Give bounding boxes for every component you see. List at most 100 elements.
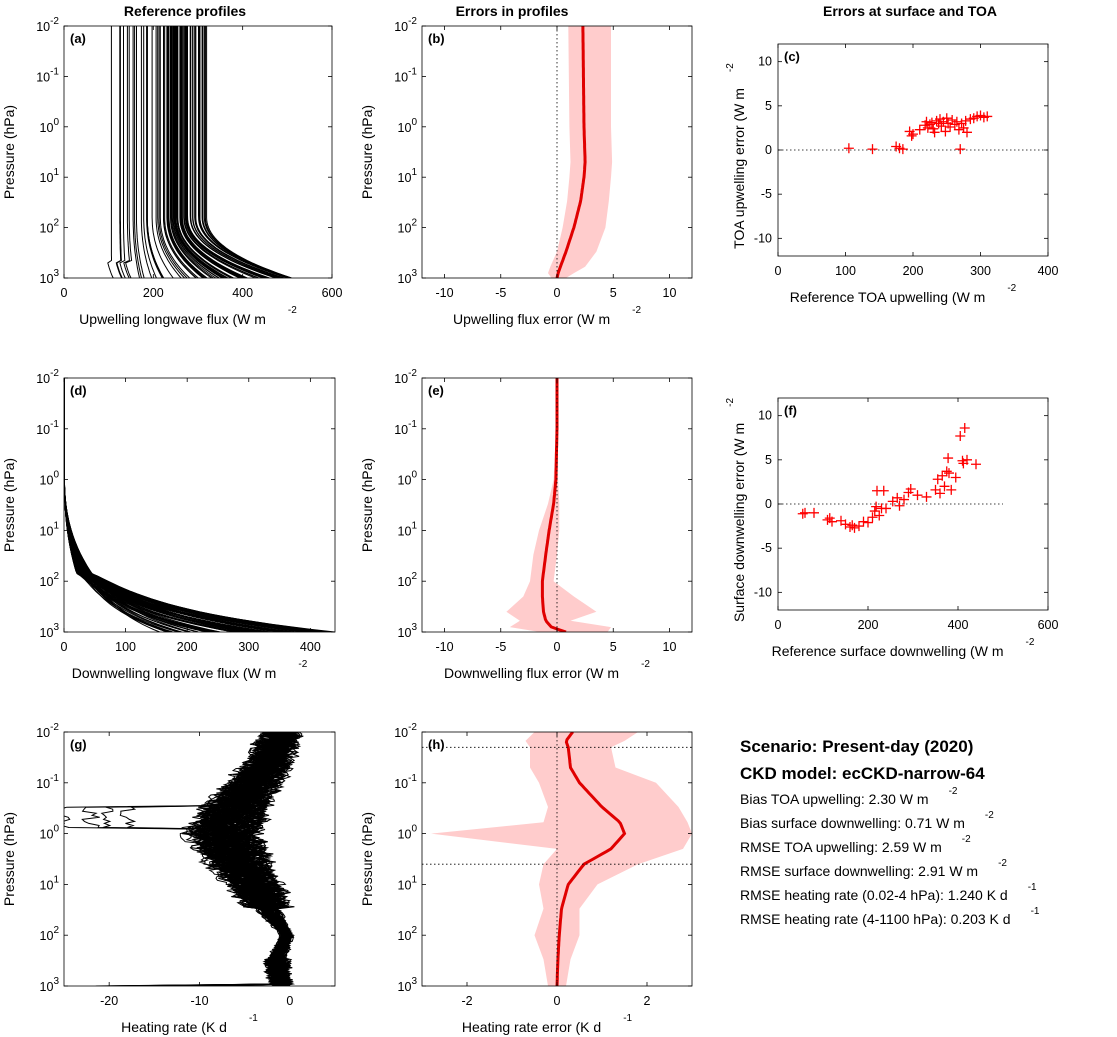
profile-line (64, 378, 234, 632)
profile-line (170, 26, 214, 278)
y-tick-label: 103 (40, 976, 60, 994)
y-axis-label: Pressure (hPa) (1, 105, 17, 199)
scatter-point (894, 500, 905, 511)
y-tick-label: 5 (765, 99, 772, 113)
scatter-point (797, 508, 808, 519)
profile-lines (107, 26, 292, 278)
y-tick-label: 10-2 (36, 722, 59, 740)
profile-lines (64, 378, 335, 632)
profile-line (186, 26, 268, 278)
profile-line (64, 378, 252, 632)
scatter-point (956, 118, 967, 129)
y-tick-label: 10-1 (394, 66, 417, 84)
profile-line (136, 26, 145, 278)
profile-line (140, 26, 153, 278)
x-tick-label: -5 (495, 286, 506, 300)
x-tick-label: 10 (663, 286, 677, 300)
x-tick-label: 200 (177, 640, 198, 654)
column-title-errors-surface-toa: Errors at surface and TOA (823, 3, 997, 19)
x-tick-label: 0 (775, 264, 782, 278)
scatter-point (854, 521, 864, 532)
profile-line (201, 732, 290, 986)
scatter-point (914, 124, 925, 135)
profile-line (203, 26, 291, 278)
profile-line (143, 26, 157, 278)
scatter-point (878, 485, 889, 496)
scatter-point (867, 512, 878, 523)
profile-line (146, 26, 163, 278)
y-tick-label: 101 (40, 167, 60, 185)
profile-line (170, 26, 212, 278)
x-tick-label: 100 (115, 640, 136, 654)
y-tick-label: -10 (754, 585, 772, 599)
scatter-point (943, 453, 954, 464)
axes-frame (421, 25, 693, 279)
y-tick-label: 10-1 (36, 66, 59, 84)
profile-line (64, 378, 301, 632)
stat-line: RMSE TOA upwelling: 2.59 W m -2 (740, 834, 971, 855)
scatter-point (926, 117, 937, 128)
error-spread-band (431, 732, 692, 986)
ckd-model-label: CKD model: ecCKD-narrow-64 (740, 764, 985, 783)
x-tick-label: -2 (461, 994, 472, 1008)
x-tick-label: 400 (232, 286, 253, 300)
panel-d: 0 100 200 300 400 10-2 10-1 100 101 102 103 (d) Down… (1, 368, 336, 681)
scatter-point (908, 129, 918, 140)
profile-line (198, 26, 288, 278)
y-tick-label: 10-2 (394, 368, 417, 386)
scatter-point (962, 127, 972, 138)
x-tick-label: 400 (300, 640, 321, 654)
scatter-point (950, 472, 961, 483)
profile-line (171, 26, 217, 278)
scatter-point (849, 522, 860, 533)
profile-line (179, 26, 240, 278)
y-tick-label: -10 (754, 231, 772, 245)
scatter-point (869, 506, 880, 517)
y-tick-label: 102 (398, 925, 418, 943)
profile-line (64, 378, 257, 632)
scatter-point (962, 454, 972, 465)
x-tick-label: 400 (1038, 264, 1059, 278)
x-tick-label: 0 (286, 994, 293, 1008)
y-axis-label: Pressure (hPa) (1, 458, 17, 552)
panel-b: -10 -5 0 5 10 10-2 10-1 100 101 102 103 (b) Upwellin… (359, 16, 693, 327)
x-tick-label: -10 (435, 640, 453, 654)
error-series (431, 732, 692, 986)
y-tick-label: 101 (398, 874, 418, 892)
panel-a: 0 200 400 600 10-2 10-1 100 101 102 103 (a) Upwelli… (1, 16, 342, 327)
profile-line (64, 378, 247, 632)
profile-lines (64, 732, 304, 986)
profile-line (202, 26, 290, 278)
x-axis-label: Reference surface downwelling (W m-2 (772, 637, 1035, 659)
profile-line (64, 378, 238, 632)
scatter-point (881, 503, 891, 514)
error-spread-band (506, 378, 611, 632)
y-tick-label: 102 (40, 218, 60, 236)
x-tick-label: 300 (238, 640, 259, 654)
y-axis-label: Surface downwelling error (W m-2 (725, 398, 747, 623)
x-tick-label: 0 (554, 640, 561, 654)
x-tick-label: 0 (61, 640, 68, 654)
scatter-point (905, 483, 916, 494)
profile-line (64, 378, 237, 632)
profile-line (64, 378, 235, 632)
profile-line (172, 26, 220, 278)
scatter-point (906, 130, 917, 141)
scatter-point (912, 490, 923, 501)
profile-line (183, 26, 259, 278)
scatter-point (949, 119, 960, 130)
y-tick-label: 102 (398, 218, 418, 236)
profile-line (64, 378, 271, 632)
y-axis-label: Pressure (hPa) (359, 812, 375, 906)
profile-line (64, 378, 271, 632)
scatter-point (935, 488, 945, 499)
scatter-points (797, 423, 981, 533)
axes-frame (63, 25, 333, 279)
profile-line (115, 26, 123, 278)
profile-line (163, 26, 197, 278)
profile-line (64, 378, 278, 632)
scatter-point (939, 481, 950, 492)
profile-line (125, 26, 133, 278)
scatter-point (899, 494, 909, 505)
x-axis-label: Upwelling flux error (W m-2 (453, 305, 641, 327)
